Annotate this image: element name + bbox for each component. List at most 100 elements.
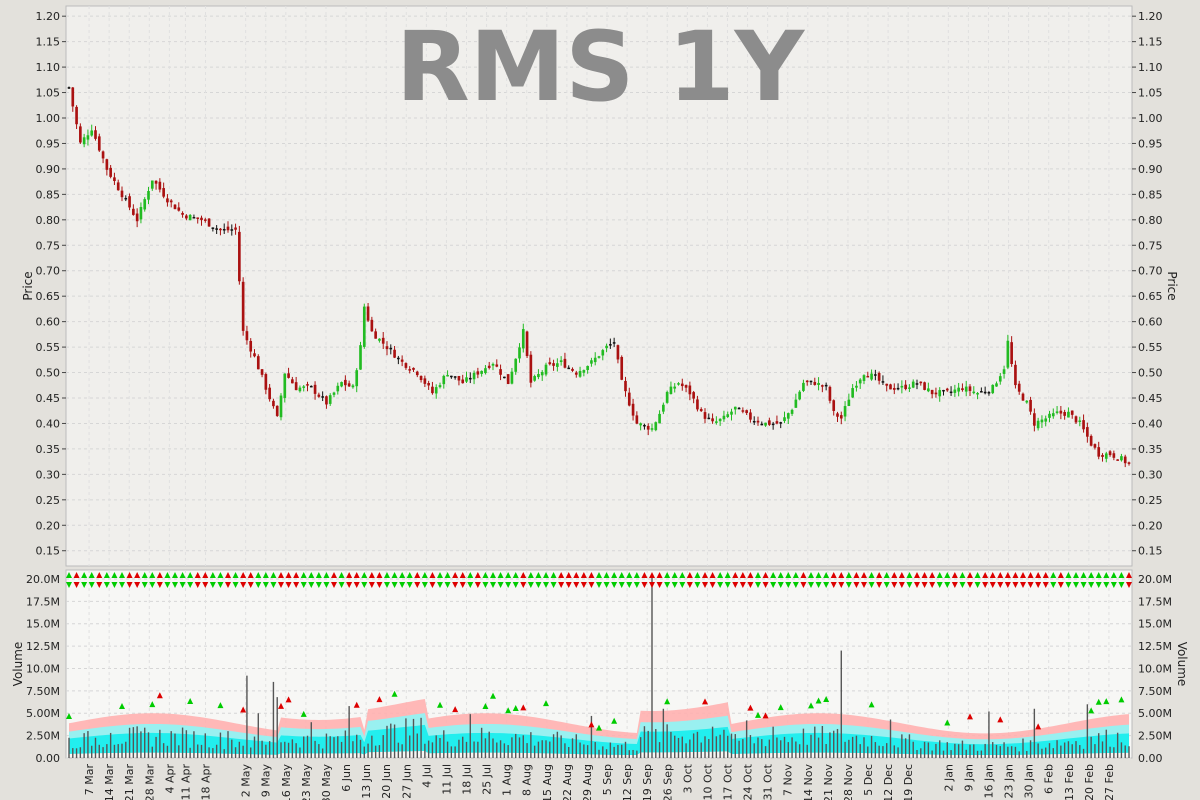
signal-marker — [414, 572, 421, 578]
signal-marker — [353, 582, 360, 588]
signal-marker — [777, 704, 784, 711]
candle-body — [1014, 364, 1017, 386]
signal-marker — [141, 572, 148, 578]
candle-body — [669, 386, 673, 395]
candle-body — [586, 365, 589, 371]
signal-marker — [853, 572, 860, 578]
candle-body — [82, 137, 86, 145]
signal-marker — [490, 582, 496, 588]
price-tick-label: 0.80 — [36, 214, 61, 227]
price-tick-label: 0.85 — [36, 188, 61, 201]
candle-body — [101, 151, 105, 159]
candle-body — [94, 130, 97, 139]
signal-marker — [921, 572, 928, 578]
candle-body — [836, 413, 839, 417]
candle-body — [75, 106, 78, 125]
signal-marker — [376, 572, 383, 578]
candle-body — [1097, 447, 1101, 457]
date-tick-label: 12 Dec — [882, 764, 895, 800]
signal-marker — [134, 572, 141, 578]
candle-body — [427, 382, 430, 386]
signal-marker — [1103, 572, 1110, 578]
price-tick-label: 1.10 — [36, 61, 61, 74]
signal-marker — [649, 582, 655, 588]
candle-body — [1086, 427, 1089, 437]
signal-marker — [156, 572, 163, 578]
signal-marker — [815, 572, 822, 578]
volume-tick-label: 20.0M — [26, 573, 60, 586]
price-tick-label: 0.25 — [1138, 494, 1163, 507]
candle-body — [1025, 400, 1029, 403]
signal-marker — [739, 572, 746, 578]
candle-body — [847, 399, 851, 406]
candle-body — [715, 421, 718, 423]
date-tick-label: 5 Dec — [862, 764, 875, 796]
signal-marker — [414, 582, 421, 588]
signal-marker — [209, 582, 216, 588]
candle-body — [275, 405, 279, 416]
candle-body — [646, 425, 650, 430]
signal-marker — [770, 582, 777, 588]
signal-marker — [580, 572, 587, 578]
candle-body — [544, 364, 548, 375]
candle-body — [1104, 453, 1108, 459]
date-tick-label: 31 Oct — [762, 763, 775, 800]
date-tick-label: 9 May — [260, 764, 273, 798]
date-tick-label: 17 Oct — [721, 763, 734, 800]
candle-body — [302, 386, 306, 388]
candle-body — [279, 395, 283, 418]
signal-marker — [300, 572, 307, 578]
candle-body — [911, 381, 915, 388]
candle-body — [942, 389, 945, 392]
signal-marker — [1095, 582, 1102, 588]
date-tick-label: 15 Aug — [541, 764, 554, 800]
signal-marker — [141, 582, 148, 588]
signal-marker — [452, 572, 459, 578]
signal-marker — [596, 572, 602, 578]
candle-body — [291, 379, 294, 384]
signal-marker — [936, 572, 943, 578]
price-tick-label: 0.60 — [1138, 316, 1163, 329]
candle-body — [124, 197, 128, 200]
signal-marker — [429, 582, 436, 588]
candle-body — [1051, 413, 1055, 417]
candle-body — [1048, 413, 1051, 418]
candle-body — [980, 391, 983, 393]
volume-tick-label: 10.0M — [1138, 662, 1172, 675]
signal-marker — [444, 572, 451, 578]
signal-marker — [1042, 572, 1049, 578]
signal-marker — [1118, 572, 1125, 578]
signal-marker — [255, 582, 262, 588]
signal-marker — [285, 696, 292, 703]
candle-body — [927, 388, 930, 392]
candle-body — [983, 391, 987, 394]
signal-marker — [717, 582, 724, 588]
candle-body — [434, 387, 438, 394]
volume-tick-label: 5.00M — [1138, 707, 1172, 720]
signal-marker — [81, 582, 88, 588]
signal-marker — [914, 572, 920, 578]
signal-marker — [399, 582, 406, 588]
candle-body — [268, 387, 271, 400]
candle-body — [945, 388, 949, 391]
candle-body — [1108, 451, 1112, 456]
candle-body — [1070, 410, 1074, 415]
signal-marker — [467, 572, 474, 578]
signal-marker — [739, 582, 746, 588]
candle-body — [885, 383, 889, 386]
candle-body — [1112, 453, 1116, 458]
signal-marker — [596, 724, 602, 731]
signal-marker — [1095, 698, 1102, 705]
candle-body — [366, 306, 370, 321]
candle-body — [1078, 420, 1082, 422]
date-tick-label: 7 Mar — [83, 764, 96, 796]
signal-marker — [88, 572, 95, 578]
signal-marker — [452, 706, 459, 713]
signal-marker — [686, 572, 693, 578]
signal-marker — [331, 582, 337, 588]
signal-marker — [1073, 582, 1079, 588]
candle-body — [113, 177, 116, 182]
signal-marker — [694, 582, 701, 588]
signal-marker — [702, 582, 708, 588]
volume-tick-label: 15.0M — [1138, 618, 1172, 631]
